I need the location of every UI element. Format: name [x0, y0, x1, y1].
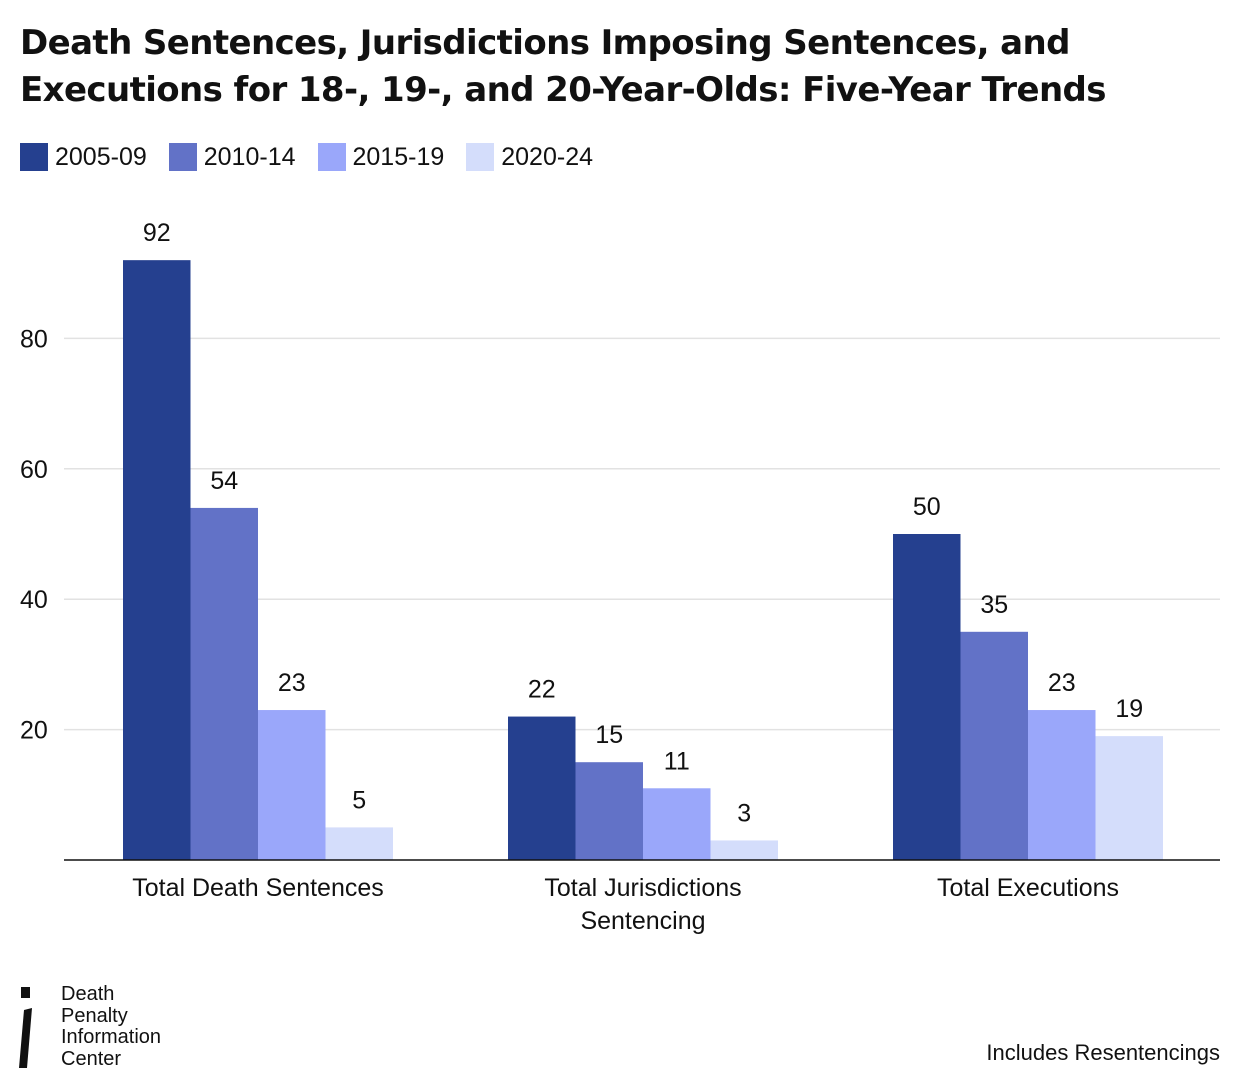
dpic-logo-text: Death Penalty Information Center — [61, 983, 162, 1070]
bar-total-executions-2020-24 — [1095, 736, 1163, 860]
bar-total-jurisdictions-sentencing-2015-19 — [643, 788, 711, 860]
legend-swatch-2005-09 — [20, 143, 48, 171]
legend-label-2005-09: 2005-09 — [55, 142, 147, 171]
bar-total-jurisdictions-sentencing-2010-14 — [575, 762, 643, 860]
legend-label-2015-19: 2015-19 — [352, 142, 445, 171]
data-label-total-death-sentences-2020-24: 5 — [352, 786, 366, 814]
legend-swatch-2015-19 — [317, 143, 346, 171]
y-tick-label-20: 20 — [20, 717, 48, 745]
bar-total-jurisdictions-sentencing-2005-09 — [508, 716, 576, 860]
data-label-total-death-sentences-2010-14: 54 — [210, 467, 238, 495]
y-tick-label-60: 60 — [20, 456, 48, 484]
data-label-total-jurisdictions-sentencing-2010-14: 15 — [595, 721, 623, 749]
bar-total-executions-2010-14 — [960, 631, 1028, 860]
legend-item-2010-14: 2010-14 — [168, 142, 296, 172]
bar-total-executions-2005-09 — [893, 534, 961, 860]
legend-label-2020-24: 2020-24 — [501, 142, 593, 171]
legend-swatch-2020-24 — [466, 143, 495, 171]
chart-title: Death Sentences, Jurisdictions Imposing … — [20, 20, 1220, 114]
dpic-logo: Death Penalty Information Center — [18, 983, 218, 1070]
logo-line-death: Death — [61, 983, 115, 1005]
chart-title-line-1: Death Sentences, Jurisdictions Imposing … — [20, 23, 1070, 63]
bar-total-death-sentences-2010-14 — [190, 507, 258, 860]
legend-item-2005-09: 2005-09 — [20, 143, 147, 172]
data-label-total-executions-2015-19: 23 — [1048, 669, 1076, 697]
legend: 2005-09 2010-14 2015-19 2020-24 — [20, 142, 615, 172]
y-tick-label-80: 80 — [20, 325, 48, 353]
category-label-total-jurisdictions-sentencing-line-2: Sentencing — [580, 907, 705, 935]
bar-chart: 20 40 60 80 92 22 50 54 15 35 23 11 23 5 3 19 Total Deat… — [20, 219, 1220, 935]
logo-line-information: Information — [61, 1026, 162, 1048]
bar-total-jurisdictions-sentencing-2020-24 — [710, 840, 778, 860]
data-label-total-jurisdictions-sentencing-2015-19: 11 — [664, 747, 690, 775]
chart-title-line-2: Executions for 18-, 19-, and 20-Year-Old… — [20, 70, 1107, 110]
category-label-total-jurisdictions-sentencing-line-1: Total Jurisdictions — [544, 874, 741, 902]
bar-total-executions-2015-19 — [1028, 710, 1096, 860]
dpic-logo-mark-icon — [19, 987, 32, 1068]
data-label-total-executions-2010-14: 35 — [980, 591, 1008, 619]
legend-item-2020-24: 2020-24 — [466, 143, 593, 172]
logo-line-penalty: Penalty — [61, 1004, 128, 1027]
legend-swatch-2010-14 — [168, 143, 197, 171]
data-label-total-executions-2005-09: 50 — [913, 493, 941, 521]
data-label-total-death-sentences-2005-09: 92 — [143, 219, 171, 247]
category-label-total-death-sentences-line-1: Total Death Sentences — [132, 874, 384, 902]
footnote: Includes Resentencings — [986, 1040, 1220, 1065]
data-label-total-jurisdictions-sentencing-2005-09: 22 — [528, 676, 556, 704]
bar-total-death-sentences-2005-09 — [123, 260, 191, 860]
data-label-total-executions-2020-24: 19 — [1115, 695, 1143, 723]
logo-line-center: Center — [61, 1047, 122, 1070]
y-tick-label-40: 40 — [20, 586, 48, 614]
bar-total-death-sentences-2020-24 — [325, 827, 393, 860]
bar-total-death-sentences-2015-19 — [258, 710, 326, 860]
category-label-total-executions-line-1: Total Executions — [937, 874, 1119, 902]
data-label-total-jurisdictions-sentencing-2020-24: 3 — [737, 799, 751, 827]
legend-item-2015-19: 2015-19 — [317, 142, 445, 172]
legend-label-2010-14: 2010-14 — [203, 142, 296, 171]
data-label-total-death-sentences-2015-19: 23 — [278, 669, 306, 697]
